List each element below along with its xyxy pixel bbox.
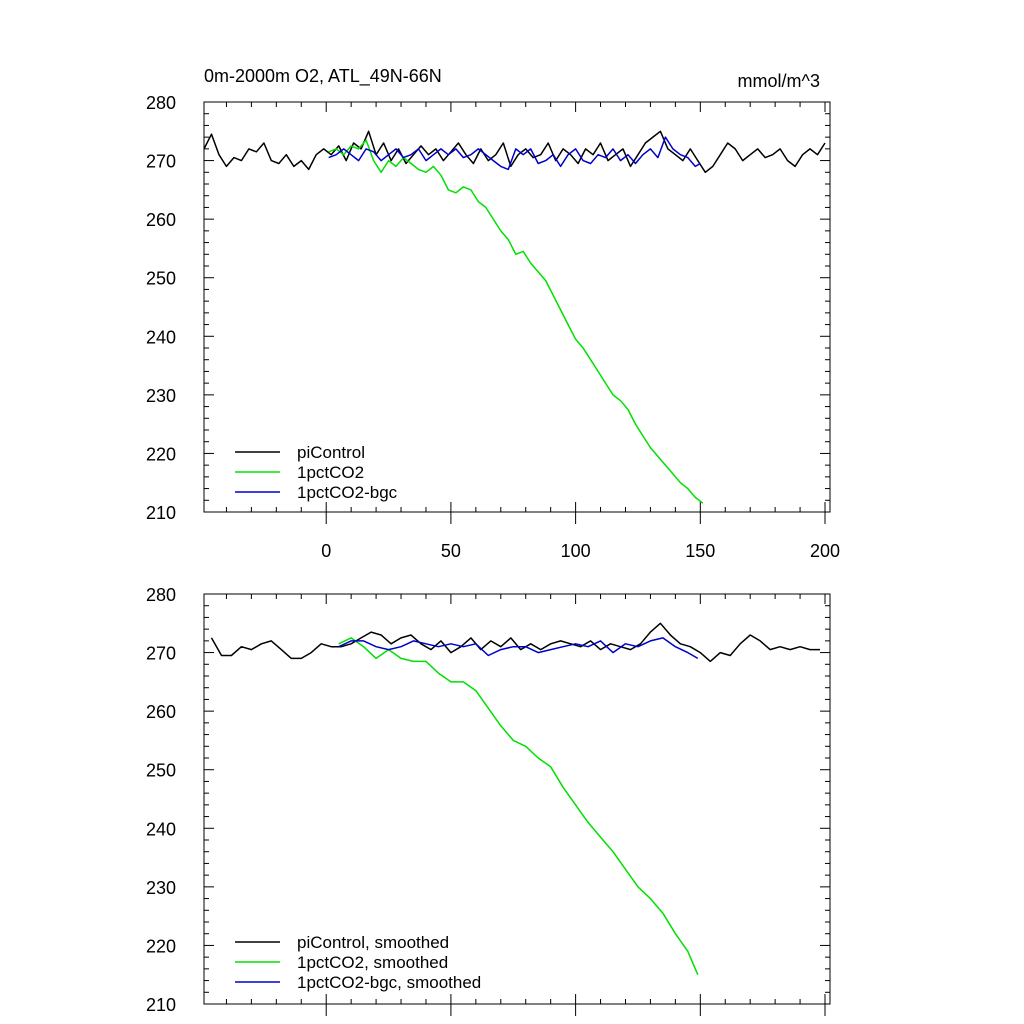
y-tick-label: 230 — [146, 386, 176, 406]
top-panel-raw: 210 220 230 240 250 260 270 280 0 50 100 150 200 piCo… — [146, 93, 840, 561]
legend-label: 1pctCO2 — [297, 463, 364, 482]
y-tick-label: 250 — [146, 761, 176, 781]
y-tick-label: 230 — [146, 878, 176, 898]
legend-label: 1pctCO2, smoothed — [297, 953, 448, 972]
chart-title: 0m-2000m O2, ATL_49N-66N — [204, 66, 442, 87]
series-line-picontrol — [203, 130, 826, 174]
x-tick-label: 150 — [685, 541, 715, 561]
plot-frame — [203, 101, 831, 513]
y-tick-label: 280 — [146, 93, 176, 113]
legend-label: piControl — [297, 443, 365, 462]
x-tick-label: 50 — [441, 541, 461, 561]
units-label: mmol/m^3 — [738, 71, 820, 91]
y-tick-label: 260 — [146, 210, 176, 230]
y-tick-label: 210 — [146, 995, 176, 1015]
series-line-1pctco2-bgc-smoothed — [338, 637, 699, 660]
legend-label: piControl, smoothed — [297, 933, 449, 952]
y-tick-label: 240 — [146, 327, 176, 347]
plot-frame — [203, 593, 831, 1005]
series-line-1pctco2-bgc — [328, 136, 701, 171]
legend-label: 1pctCO2-bgc, smoothed — [297, 973, 481, 992]
y-tick-label: 260 — [146, 702, 176, 722]
legend-label: 1pctCO2-bgc — [297, 483, 398, 502]
bottom-panel-smoothed: 210 220 230 240 250 260 270 280 piControl, smoot… — [146, 585, 831, 1016]
y-tick-label: 220 — [146, 444, 176, 464]
y-tick-label: 270 — [146, 152, 176, 172]
y-tick-label: 210 — [146, 503, 176, 523]
series-line-picontrol-smoothed — [210, 622, 820, 663]
y-tick-label: 220 — [146, 936, 176, 956]
series-line-1pctco2 — [328, 139, 704, 504]
y-tick-label: 250 — [146, 269, 176, 289]
y-tick-label: 240 — [146, 819, 176, 839]
x-tick-label: 200 — [810, 541, 840, 561]
series-line-1pctco2-smoothed — [338, 637, 699, 975]
x-tick-label: 100 — [561, 541, 591, 561]
y-tick-label: 280 — [146, 585, 176, 605]
x-tick-label: 0 — [321, 541, 331, 561]
y-tick-label: 270 — [146, 644, 176, 664]
